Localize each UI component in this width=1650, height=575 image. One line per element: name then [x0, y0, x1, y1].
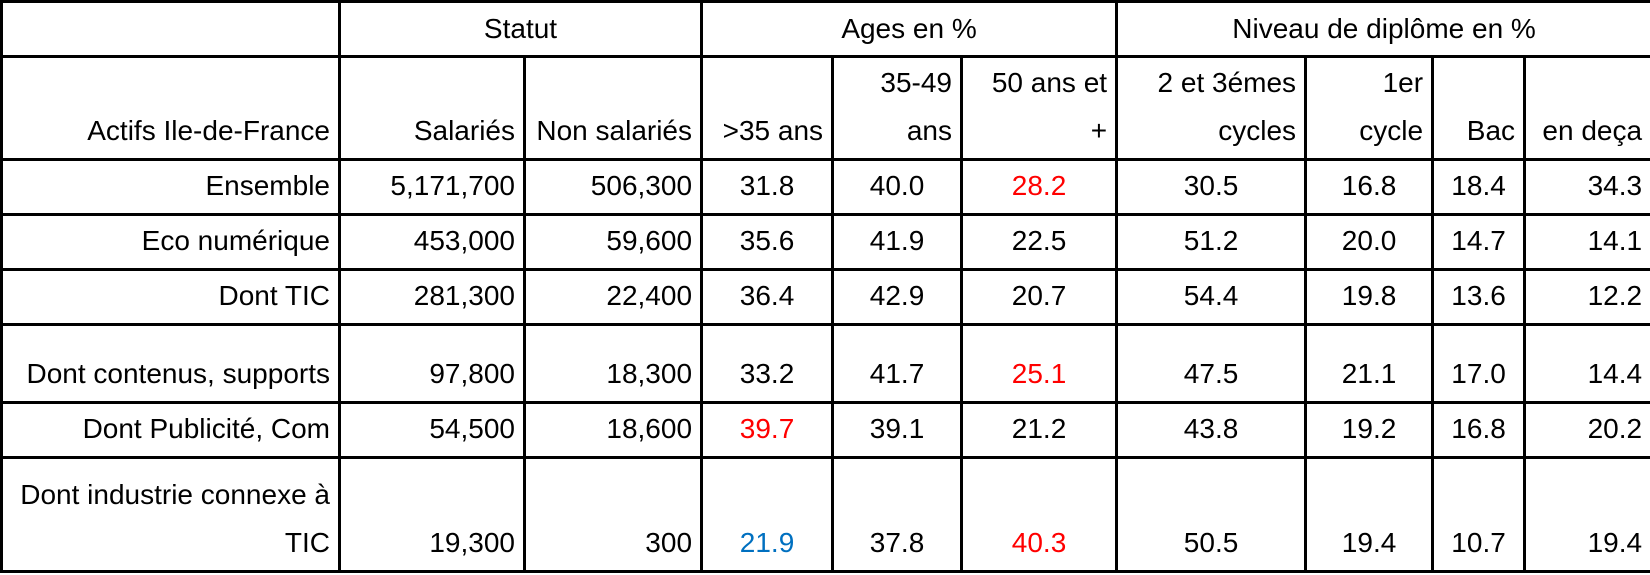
table-row: Dont industrie connexe à TIC 19,300 300 21.… [0, 455, 1650, 574]
data-cell: 59,600 [522, 213, 704, 272]
data-cell: 14.4 [1523, 323, 1650, 404]
data-cell: 453,000 [338, 213, 526, 272]
data-cell: 19.4 [1523, 455, 1650, 574]
data-cell: 40.3 [960, 455, 1119, 574]
data-cell: 43.8 [1115, 400, 1308, 459]
column-header-1er-cycle: 1er cycle [1304, 55, 1435, 161]
data-cell: 40.0 [831, 157, 964, 217]
row-label: Dont TIC [0, 268, 341, 327]
column-header-row: Actifs Ile-de-France Salariés Non salari… [0, 55, 1650, 161]
data-cell: 16.8 [1431, 400, 1527, 459]
data-cell: 41.7 [831, 323, 964, 404]
column-header-en-deca: en deça [1523, 55, 1650, 161]
table-row: Dont Publicité, Com 54,500 18,600 39.7 39.1 2… [0, 400, 1650, 459]
data-cell: 47.5 [1115, 323, 1308, 404]
row-label: Dont contenus, supports [0, 323, 341, 404]
data-cell: 16.8 [1304, 157, 1435, 217]
data-cell: 42.9 [831, 268, 964, 327]
data-cell: 18,300 [522, 323, 704, 404]
group-header-row: Statut Ages en % Niveau de diplôme en % [0, 0, 1650, 58]
data-cell: 19,300 [338, 455, 526, 574]
corner-cell [0, 0, 341, 58]
table-row: Dont TIC 281,300 22,400 36.4 42.9 20.7 54.4 19.… [0, 268, 1650, 327]
data-cell: 35.6 [700, 213, 835, 272]
row-label: Eco numérique [0, 213, 341, 272]
row-label: Ensemble [0, 157, 341, 217]
data-cell: 25.1 [960, 323, 1119, 404]
column-header-under-35: >35 ans [700, 55, 835, 161]
group-header-ages: Ages en % [700, 0, 1119, 58]
data-cell: 22.5 [960, 213, 1119, 272]
table-body: Ensemble 5,171,700 506,300 31.8 40.0 28.2 30.5… [0, 157, 1650, 574]
data-cell: 30.5 [1115, 157, 1308, 217]
data-cell: 21.2 [960, 400, 1119, 459]
data-cell: 20.2 [1523, 400, 1650, 459]
data-cell: 20.0 [1304, 213, 1435, 272]
data-cell: 31.8 [700, 157, 835, 217]
data-cell: 97,800 [338, 323, 526, 404]
column-header-2-3-cycles: 2 et 3émes cycles [1115, 55, 1308, 161]
table-title: Actifs Ile-de-France [0, 55, 341, 161]
table-row: Dont contenus, supports 97,800 18,300 33.2 4… [0, 323, 1650, 404]
data-cell: 10.7 [1431, 455, 1527, 574]
row-label: Dont industrie connexe à TIC [0, 455, 341, 574]
data-cell: 19.8 [1304, 268, 1435, 327]
data-cell: 20.7 [960, 268, 1119, 327]
data-cell: 21.1 [1304, 323, 1435, 404]
data-cell: 14.1 [1523, 213, 1650, 272]
row-label: Dont Publicité, Com [0, 400, 341, 459]
column-header-35-49: 35-49 ans [831, 55, 964, 161]
data-cell: 34.3 [1523, 157, 1650, 217]
data-cell: 54,500 [338, 400, 526, 459]
data-cell: 28.2 [960, 157, 1119, 217]
data-cell: 13.6 [1431, 268, 1527, 327]
table-row: Eco numérique 453,000 59,600 35.6 41.9 22.5 51… [0, 213, 1650, 272]
data-cell: 22,400 [522, 268, 704, 327]
data-cell: 19.2 [1304, 400, 1435, 459]
data-cell: 506,300 [522, 157, 704, 217]
column-header-non-salaries: Non salariés [522, 55, 704, 161]
data-cell: 12.2 [1523, 268, 1650, 327]
data-cell: 5,171,700 [338, 157, 526, 217]
data-cell: 300 [522, 455, 704, 574]
data-cell: 18.4 [1431, 157, 1527, 217]
column-header-50-plus: 50 ans et + [960, 55, 1119, 161]
data-cell: 37.8 [831, 455, 964, 574]
group-header-statut: Statut [337, 0, 704, 58]
data-cell: 41.9 [831, 213, 964, 272]
data-cell: 33.2 [700, 323, 835, 404]
group-header-diplome: Niveau de diplôme en % [1115, 0, 1650, 58]
data-cell: 19.4 [1304, 455, 1435, 574]
data-cell: 36.4 [700, 268, 835, 327]
data-cell: 281,300 [338, 268, 526, 327]
column-header-salaries: Salariés [338, 55, 526, 161]
data-cell: 17.0 [1431, 323, 1527, 404]
data-cell: 51.2 [1115, 213, 1308, 272]
table-row: Ensemble 5,171,700 506,300 31.8 40.0 28.2 30.5… [0, 157, 1650, 217]
data-cell: 39.7 [700, 400, 835, 459]
data-cell: 54.4 [1115, 268, 1308, 327]
data-cell: 18,600 [522, 400, 704, 459]
data-cell: 39.1 [831, 400, 964, 459]
column-header-bac: Bac [1431, 55, 1527, 161]
data-cell: 50.5 [1115, 455, 1308, 574]
data-cell: 14.7 [1431, 213, 1527, 272]
data-cell: 21.9 [700, 455, 835, 574]
